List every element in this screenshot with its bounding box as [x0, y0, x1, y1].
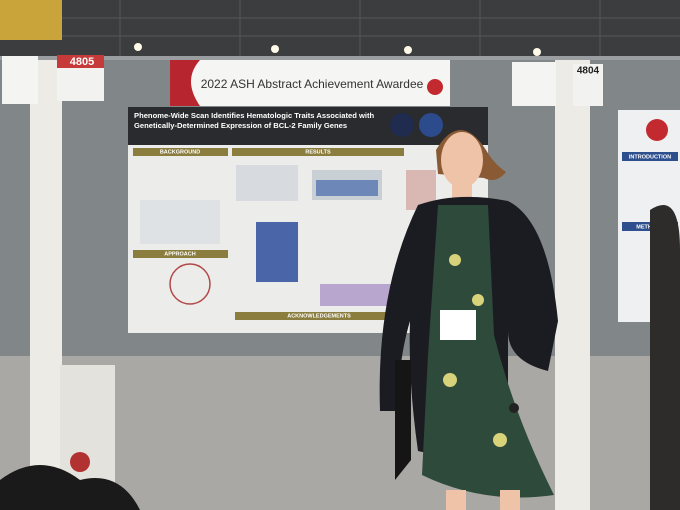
left-post: [30, 60, 62, 510]
section-bar: [232, 148, 404, 156]
section-heading: RESULTS: [305, 149, 331, 155]
section-bar: [622, 152, 678, 161]
award-banner: [170, 60, 450, 106]
section-bar: [133, 148, 228, 156]
number-band: [57, 55, 104, 68]
poster-figures: [140, 165, 436, 306]
banner-logo: [427, 79, 443, 95]
board-edge: [0, 56, 680, 60]
top-sign: [0, 0, 62, 40]
section-heading: BACKGROUND: [160, 149, 200, 155]
ceiling: [0, 0, 680, 58]
right-post: [555, 60, 590, 510]
board-number: 4805: [70, 56, 94, 68]
side-poster-logo: [646, 119, 668, 141]
section-heading: APPROACH: [164, 251, 196, 257]
side-sign: [512, 62, 556, 106]
bystander: [650, 205, 680, 510]
section-bar: [235, 312, 403, 320]
number-sign: [573, 64, 603, 106]
banner-title: 2022 ASH Abstract Achievement Awardee: [201, 77, 424, 91]
section-bar: [133, 250, 228, 258]
board-number: 4804: [577, 66, 600, 77]
section-heading: INTRODUCTION: [629, 154, 671, 160]
logo: [70, 452, 90, 472]
ceiling-lights: [134, 43, 541, 56]
section-heading: ACKNOWLEDGEMENTS: [287, 313, 351, 319]
bag: [395, 360, 411, 480]
poster-title: Genetically-Determined Expression of BCL…: [134, 121, 347, 130]
side-sign: [2, 56, 38, 104]
poster-logo: [419, 113, 443, 137]
ceiling-grid: [0, 0, 680, 58]
person: [379, 130, 558, 510]
banner-swirl: [170, 60, 200, 106]
foreground-bags: [0, 465, 140, 510]
poster-logo: [390, 113, 414, 137]
poster-title: Phenome-Wide Scan Identifies Hematologic…: [134, 111, 375, 120]
